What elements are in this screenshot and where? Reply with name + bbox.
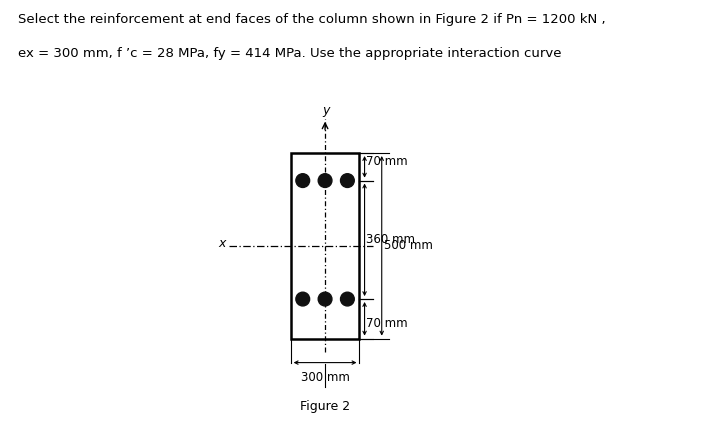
- Text: ex = 300 mm, f ’c = 28 MPa, fy = 414 MPa. Use the appropriate interaction curve: ex = 300 mm, f ’c = 28 MPa, fy = 414 MPa…: [18, 47, 561, 60]
- Circle shape: [296, 292, 309, 306]
- Circle shape: [341, 292, 354, 306]
- Circle shape: [341, 173, 354, 187]
- Text: 300 mm: 300 mm: [301, 371, 350, 384]
- Text: Select the reinforcement at end faces of the column shown in Figure 2 if Pn = 12: Select the reinforcement at end faces of…: [18, 13, 605, 26]
- Circle shape: [296, 173, 309, 187]
- Circle shape: [318, 173, 332, 187]
- Circle shape: [318, 292, 332, 306]
- Bar: [291, 153, 360, 339]
- Text: 70 mm: 70 mm: [366, 318, 408, 330]
- Text: x: x: [218, 236, 225, 250]
- Text: 500 mm: 500 mm: [384, 240, 433, 252]
- Text: 360 mm: 360 mm: [366, 233, 416, 246]
- Text: 70 mm: 70 mm: [366, 155, 408, 168]
- Text: y: y: [323, 104, 330, 117]
- Text: Figure 2: Figure 2: [300, 401, 350, 413]
